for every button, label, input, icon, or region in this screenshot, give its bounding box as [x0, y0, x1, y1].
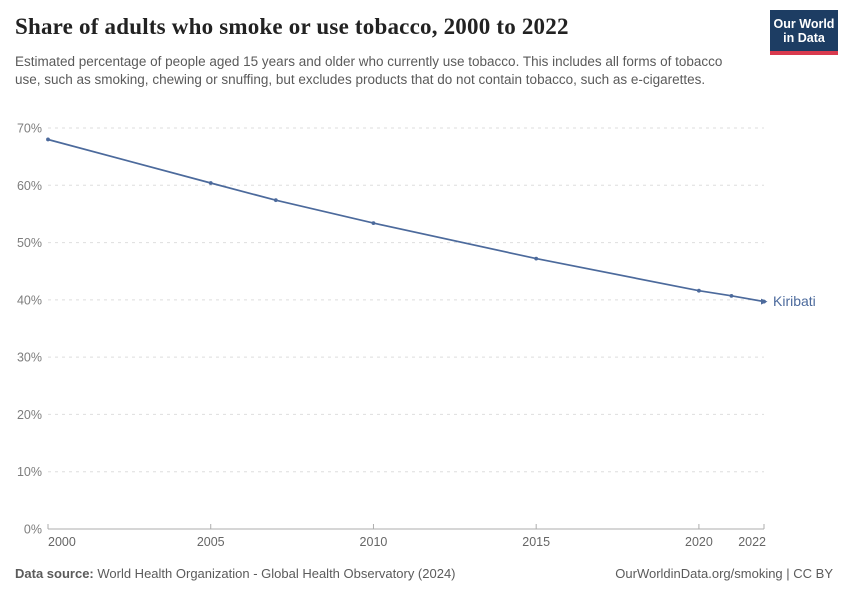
page-footer: Data source: World Health Organization -…	[15, 566, 833, 581]
data-point	[46, 137, 50, 142]
data-point	[208, 181, 213, 185]
footer-link[interactable]: OurWorldinData.org/smoking | CC BY	[615, 566, 833, 581]
data-point	[273, 198, 278, 203]
data-source: Data source: World Health Organization -…	[15, 566, 456, 581]
x-axis-tick-label: 2015	[522, 535, 550, 549]
data-point	[534, 256, 539, 261]
y-axis-tick-label: 10%	[17, 465, 42, 479]
data-source-label: Data source:	[15, 566, 94, 581]
page-subtitle: Estimated percentage of people aged 15 y…	[15, 54, 723, 87]
y-axis-tick-label: 60%	[17, 179, 42, 193]
line-chart: 0% 10% 20% 30% 40% 50% 60% 70% 2000 2005 2010 2015 2…	[17, 122, 816, 550]
series-end-arrow-icon	[761, 298, 768, 305]
y-axis-tick-label: 20%	[17, 408, 42, 422]
owid-logo-line2: in Data	[783, 30, 825, 45]
y-axis-tick-label: 30%	[17, 351, 42, 365]
owid-logo-line1: Our World	[773, 16, 835, 31]
x-axis-tick-label: 2022	[738, 535, 766, 549]
series-line-kiribati[interactable]	[47, 138, 765, 303]
data-point	[371, 221, 376, 225]
x-axis-tick-label: 2000	[48, 535, 76, 549]
y-axis-tick-label: 70%	[17, 122, 42, 136]
data-source-value: World Health Organization - Global Healt…	[93, 566, 456, 581]
y-axis-tick-label: 40%	[17, 293, 42, 307]
y-axis-tick-label: 50%	[17, 236, 42, 250]
data-point	[729, 293, 734, 298]
x-axis-tick-label: 2010	[360, 535, 388, 549]
series-end-label[interactable]: Kiribati	[773, 293, 816, 309]
page-title: Share of adults who smoke or use tobacco…	[15, 14, 569, 39]
x-axis-tick-label: 2005	[197, 535, 225, 549]
owid-logo[interactable]: Our World in Data	[770, 10, 838, 55]
y-axis-tick-label: 0%	[24, 523, 42, 537]
data-point	[697, 288, 701, 293]
x-axis-tick-label: 2020	[685, 535, 713, 549]
